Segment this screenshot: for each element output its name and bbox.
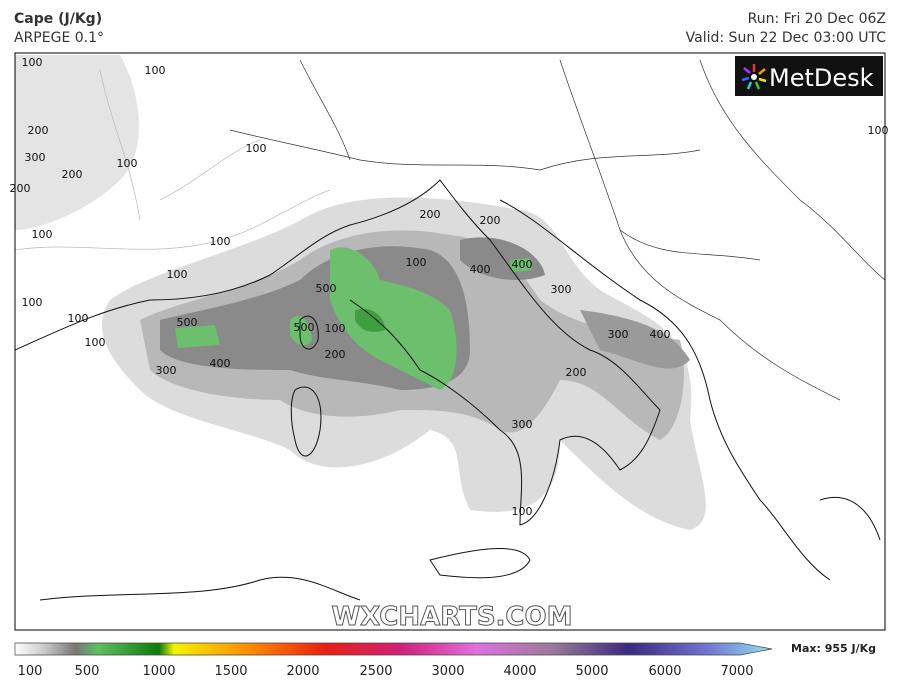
colorbar-tick-label: 6000 — [648, 664, 681, 679]
contour-label: 300 — [25, 151, 46, 164]
colorbar-tick-label: 1500 — [214, 664, 247, 679]
logo-icon — [741, 64, 767, 90]
contour-label: 500 — [294, 321, 315, 334]
model: ARPEGE 0.1° — [14, 30, 105, 46]
contour-label: 100 — [117, 157, 138, 170]
contour-label: 400 — [650, 328, 671, 341]
contour-label: 300 — [512, 418, 533, 431]
colorbar-tick-label: 5000 — [575, 664, 608, 679]
contour-label: 200 — [566, 366, 587, 379]
contour-label: 100 — [68, 312, 89, 325]
contour-label: 300 — [608, 328, 629, 341]
colorbar-ticks: 100 500 1000 1500 2000 2500 3000 4000 5000 6000 70… — [18, 664, 754, 679]
logo-box — [735, 56, 883, 96]
contour-label: 100 — [246, 142, 267, 155]
contour-label: 100 — [145, 64, 166, 77]
colorbar-tick-label: 2500 — [359, 664, 392, 679]
max-label: Max: 955 J/Kg — [791, 642, 876, 655]
contour-label: 300 — [551, 283, 572, 296]
contour-label: 400 — [210, 357, 231, 370]
contour-label: 200 — [325, 348, 346, 361]
contour-label: 400 — [512, 258, 533, 271]
contour-label: 300 — [156, 364, 177, 377]
contour-label: 100 — [85, 336, 106, 349]
contour-label: 500 — [177, 316, 198, 329]
contour-label: 100 — [210, 235, 231, 248]
run-time: Run: Fri 20 Dec 06Z — [747, 11, 886, 27]
contour-label: 100 — [406, 256, 427, 269]
colorbar-tick-label: 3000 — [431, 664, 464, 679]
colorbar-tick-label: 4000 — [503, 664, 536, 679]
colorbar-tick-label: 7000 — [720, 664, 753, 679]
contour-label: 100 — [22, 56, 43, 69]
contour-label: 100 — [512, 505, 533, 518]
contour-label: 100 — [22, 296, 43, 309]
contour-label: 200 — [10, 182, 31, 195]
watermark: WXCHARTS.COM — [331, 602, 572, 632]
colorbar — [14, 642, 773, 656]
contour-label: 200 — [62, 168, 83, 181]
logo-text: MetDesk — [769, 64, 874, 92]
map-frame — [14, 52, 886, 631]
contour-label: 500 — [316, 282, 337, 295]
contour-label: 100 — [868, 124, 889, 137]
contour-label: 100 — [167, 268, 188, 281]
colorbar-tick-label: 2000 — [286, 664, 319, 679]
contour-label: 200 — [420, 208, 441, 221]
contour-label: 100 — [32, 228, 53, 241]
contour-labels: 100 100 200 300 200 100 200 100 100 100 100 100 100 1… — [10, 56, 889, 518]
valid-time: Valid: Sun 22 Dec 03:00 UTC — [685, 30, 886, 46]
contour-label: 400 — [470, 263, 491, 276]
colorbar-tick-label: 500 — [75, 664, 100, 679]
map-area — [15, 53, 885, 630]
contour-label: 200 — [28, 124, 49, 137]
contour-label: 100 — [325, 322, 346, 335]
contour-label: 200 — [480, 214, 501, 227]
title: Cape (J/Kg) — [14, 11, 103, 27]
colorbar-tick-label: 1000 — [142, 664, 175, 679]
colorbar-tick-label: 100 — [18, 664, 43, 679]
